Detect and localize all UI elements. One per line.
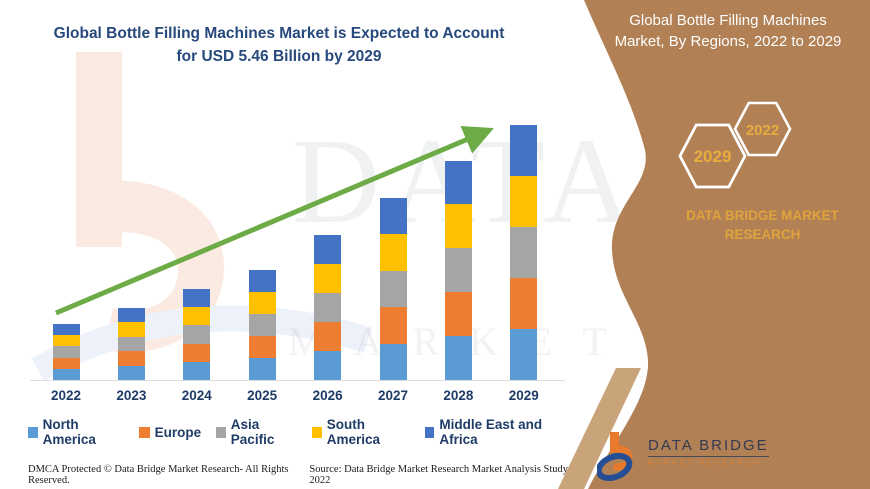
panel-title: Global Bottle Filling Machines Market, B… xyxy=(594,10,862,52)
bar-segment-2022-europe xyxy=(52,357,80,369)
brand-text-line2: RESEARCH xyxy=(724,227,801,242)
stacked-bar-2023 xyxy=(117,307,145,380)
legend-item-south-america: South America xyxy=(312,417,410,447)
bar-segment-2026-north-america xyxy=(314,351,342,380)
legend-label: Asia Pacific xyxy=(230,417,275,447)
bar-segment-2024-europe xyxy=(183,343,211,362)
bar-segment-2022-asia-pacific xyxy=(52,346,80,358)
bar-segment-2025-north-america xyxy=(248,358,276,380)
bar-segment-2026-middle-east-and-africa xyxy=(314,235,342,265)
bar-segment-2023-middle-east-and-africa xyxy=(117,307,145,323)
bar-segment-2026-south-america xyxy=(314,264,342,294)
x-axis-label-2023: 2023 xyxy=(116,388,147,403)
bar-segment-2023-europe xyxy=(117,351,145,366)
bar-segment-2027-europe xyxy=(379,307,407,344)
x-axis-line xyxy=(30,380,565,381)
chart-legend: North America Europe Asia Pacific South Ame… xyxy=(28,417,566,447)
legend-label: South America xyxy=(326,417,381,447)
chart-title: Global Bottle Filling Machines Market is… xyxy=(28,22,530,68)
x-axis-label-2026: 2026 xyxy=(312,388,343,403)
hexagon-2029 xyxy=(678,123,747,189)
panel-title-line2: Market, By Regions, 2022 to 2029 xyxy=(614,33,842,50)
legend-swatch-icon xyxy=(424,426,435,438)
year-hexagons: 2022 2029 xyxy=(678,101,792,189)
bar-segment-2025-south-america xyxy=(248,292,276,315)
bar-segment-2028-europe xyxy=(444,292,472,337)
company-logo: DATA BRIDGE MARKET RESEARCH xyxy=(597,431,769,481)
x-axis-label-2029: 2029 xyxy=(508,388,539,403)
bar-segment-2023-north-america xyxy=(117,365,145,380)
bar-segment-2026-asia-pacific xyxy=(314,293,342,323)
chart-title-line1: Global Bottle Filling Machines Market is… xyxy=(53,25,505,42)
brand-text-line1: DATA BRIDGE MARKET xyxy=(686,208,839,223)
bar-segment-2028-middle-east-and-africa xyxy=(444,160,472,205)
x-axis-label-2027: 2027 xyxy=(377,388,409,403)
stacked-bar-2029 xyxy=(510,125,538,380)
x-axis-label-2022: 2022 xyxy=(50,388,82,403)
brand-text: DATA BRIDGE MARKET RESEARCH xyxy=(655,206,870,244)
legend-item-europe: Europe xyxy=(138,424,202,440)
bar-segment-2024-south-america xyxy=(183,307,211,326)
bar-segment-2027-middle-east-and-africa xyxy=(379,197,407,235)
bar-segment-2026-europe xyxy=(314,322,342,352)
bar-segment-2025-middle-east-and-africa xyxy=(248,270,276,293)
legend-swatch-icon xyxy=(28,426,38,438)
stacked-bar-2026 xyxy=(314,235,342,380)
bar-segment-2028-asia-pacific xyxy=(444,248,472,293)
legend-label: Middle East and Africa xyxy=(439,417,543,447)
bar-segment-2022-north-america xyxy=(52,368,80,380)
legend-item-middle-east-and-africa: Middle East and Africa xyxy=(424,417,566,447)
bar-segment-2027-south-america xyxy=(379,234,407,271)
logo-name: DATA BRIDGE xyxy=(648,437,769,457)
bar-segment-2025-europe xyxy=(248,336,276,359)
footer-source-text: Source: Data Bridge Market Research Mark… xyxy=(309,464,569,486)
legend-label: Europe xyxy=(154,424,202,440)
stacked-bar-2022 xyxy=(52,323,80,380)
bar-segment-2023-asia-pacific xyxy=(117,336,145,352)
stacked-bar-2027 xyxy=(379,197,407,380)
legend-swatch-icon xyxy=(312,426,322,438)
bar-segment-2024-middle-east-and-africa xyxy=(183,288,211,308)
data-bridge-logo-icon xyxy=(597,432,633,481)
chart-title-line2: for USD 5.46 Billion by 2029 xyxy=(176,48,382,65)
bar-segment-2028-north-america xyxy=(444,336,472,380)
panel-title-line1: Global Bottle Filling Machines xyxy=(629,12,827,29)
legend-swatch-icon xyxy=(216,426,226,438)
bar-segment-2027-asia-pacific xyxy=(379,270,407,308)
bar-segment-2029-south-america xyxy=(510,176,538,228)
stacked-bar-2028 xyxy=(444,160,472,380)
bar-segment-2029-europe xyxy=(510,278,538,330)
hexagon-2022 xyxy=(733,101,792,157)
bar-segment-2029-north-america xyxy=(510,329,538,380)
stacked-bar-2024 xyxy=(183,288,211,380)
bar-segment-2028-south-america xyxy=(444,204,472,249)
x-axis-label-2025: 2025 xyxy=(247,388,278,403)
bar-segment-2022-middle-east-and-africa xyxy=(52,323,80,336)
legend-label: North America xyxy=(42,417,96,447)
bar-segment-2027-north-america xyxy=(379,343,407,380)
bar-segment-2029-asia-pacific xyxy=(510,227,538,279)
legend-item-asia-pacific: Asia Pacific xyxy=(216,417,297,447)
x-axis-label-2028: 2028 xyxy=(443,388,474,403)
footer-dmca-text: DMCA Protected © Data Bridge Market Rese… xyxy=(28,464,289,486)
bar-segment-2022-south-america xyxy=(52,335,80,347)
bar-segment-2024-asia-pacific xyxy=(183,325,211,344)
x-axis-label-2024: 2024 xyxy=(181,388,212,403)
stacked-bar-2025 xyxy=(248,270,276,380)
legend-swatch-icon xyxy=(138,426,150,438)
logo-text: DATA BRIDGE MARKET RESEARCH xyxy=(648,437,769,467)
logo-subtext: MARKET RESEARCH xyxy=(648,460,761,467)
hexagon-2022-label: 2022 xyxy=(746,122,779,139)
bar-segment-2025-asia-pacific xyxy=(248,314,276,337)
hexagon-2029-label: 2029 xyxy=(694,147,732,166)
bar-segment-2023-south-america xyxy=(117,322,145,337)
legend-item-north-america: North America xyxy=(28,417,124,447)
bar-segment-2024-north-america xyxy=(183,361,211,380)
bar-segment-2029-middle-east-and-africa xyxy=(510,125,538,177)
footer: DMCA Protected © Data Bridge Market Rese… xyxy=(28,464,570,486)
